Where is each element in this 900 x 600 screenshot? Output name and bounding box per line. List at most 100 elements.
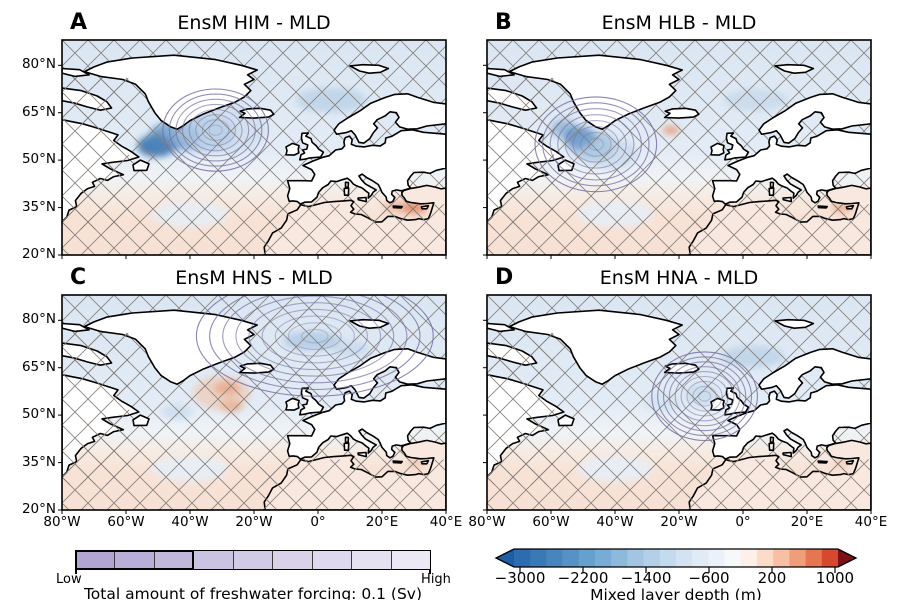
panel-header: C EnsM HNS - MLD (62, 263, 446, 293)
panel-title: EnsM HLB - MLD (601, 12, 757, 34)
lon-tick-label: 40°E (429, 514, 463, 530)
forcing-colorbar (75, 550, 431, 570)
mld-colorbar-segment (724, 549, 742, 567)
hatching-north-america (487, 332, 555, 485)
lon-tick-label: 20°E (790, 514, 824, 530)
lon-tick-label: 60°W (532, 514, 570, 530)
coastline-sardinia (343, 442, 350, 451)
coastline-corsica (344, 181, 350, 189)
lon-tick-label: 80°W (468, 514, 506, 530)
mld-colorbar-segment (530, 549, 547, 567)
mld-colorbar-segment (611, 549, 628, 567)
mld-colorbar-tick-label: 1000 (815, 569, 855, 587)
panel-letter: A (70, 10, 88, 35)
coastline-ireland (285, 397, 300, 411)
coastline-fennoscandia (758, 93, 871, 144)
lat-tick-label: 20°N (21, 246, 56, 262)
panel-letter: B (495, 10, 512, 35)
mld-colorbar-segment (805, 549, 823, 567)
panel-letter: C (70, 265, 87, 290)
mld-colorbar-segment (627, 549, 644, 567)
mld-colorbar-tick-label: −3000 (494, 569, 546, 587)
mld-colorbar-tick-label: −1400 (620, 569, 672, 587)
coastline-sicily (782, 451, 793, 458)
coastline-sardinia (768, 187, 775, 196)
lon-tick-label: 40°W (596, 514, 634, 530)
hatching-africa (685, 204, 871, 255)
mld-colorbar-segment (643, 549, 661, 567)
coastline-uk (299, 132, 325, 161)
mld-colorbar-tick-label: 200 (757, 569, 787, 587)
lat-tick-label: 20°N (21, 501, 56, 517)
mld-colorbar-segment (578, 549, 596, 567)
coastline-corsica (344, 436, 350, 444)
lon-tick-label: 20°W (235, 514, 273, 530)
lon-tick-label: 40°W (171, 514, 209, 530)
axis-ticks (58, 319, 447, 514)
axis-ticks (483, 64, 872, 259)
coastline-ireland (710, 142, 725, 156)
forcing-colorbar-segment (352, 551, 392, 569)
lat-tick-label: 35°N (21, 198, 56, 215)
mld-colorbar-segment (659, 549, 677, 567)
coastline-iceland (238, 362, 275, 374)
lon-tick-label: 0° (735, 514, 751, 530)
hatching-north-america (487, 77, 555, 230)
coastline-svalbard (774, 63, 815, 74)
freshwater-forcing-rings (162, 88, 269, 172)
coastline-fennoscandia (333, 93, 446, 144)
coastline-svalbard (349, 63, 390, 74)
coastline-europe (286, 129, 446, 205)
mld-colorbar (494, 548, 858, 573)
lon-tick-label: 40°E (854, 514, 888, 530)
axis-ticks (58, 64, 447, 259)
mld-colorbar-title: Mixed layer depth (m) (590, 586, 762, 600)
forcing-colorbar-segment (273, 551, 313, 569)
lat-tick-label: 35°N (21, 453, 56, 470)
map-svg (483, 39, 872, 259)
coastline-svalbard (774, 318, 815, 329)
forcing-colorbar-segment (194, 551, 234, 569)
panel-title: EnsM HIM - MLD (177, 12, 331, 34)
forcing-colorbar-title: Total amount of freshwater forcing: 0.1 … (83, 585, 423, 600)
coastline-sardinia (343, 187, 350, 196)
coastline-sicily (782, 196, 793, 203)
mld-colorbar-segment (708, 549, 725, 567)
hatching-north-america (62, 332, 130, 485)
lon-tick-label: 60°W (107, 514, 145, 530)
coastline-sicily (357, 196, 368, 203)
mld-colorbar-tick-label: −600 (688, 569, 730, 587)
mld-colorbar-segment (740, 549, 758, 567)
panel-title: EnsM HNA - MLD (599, 267, 759, 289)
freshwater-forcing-rings (534, 96, 658, 193)
coastline-greenland (508, 54, 683, 130)
mld-colorbar-segment (595, 549, 612, 567)
mld-colorbar-segment (773, 549, 790, 567)
forcing-high-label: High (421, 572, 451, 587)
coastline-corsica (769, 436, 775, 444)
panel-title: EnsM HNS - MLD (175, 267, 333, 289)
forcing-colorbar-segment (233, 551, 274, 569)
coastline-europe (286, 384, 446, 460)
mld-colorbar-tick-label: −2200 (557, 569, 609, 587)
map-panel-d: D EnsM HNA - MLD (483, 265, 872, 514)
coastline-greenland (83, 54, 258, 130)
coastline-greenland (83, 309, 258, 385)
mld-colorbar-segment (692, 549, 709, 567)
lon-tick-label: 20°E (365, 514, 399, 530)
mld-colorbar-segment (562, 549, 580, 567)
mld-colorbar-segment (676, 549, 693, 567)
hatching-north-america (62, 77, 130, 230)
coastline-fennoscandia (758, 348, 871, 399)
mld-colorbar-segment (546, 549, 563, 567)
hatching-africa (685, 459, 871, 510)
map-panel-c: C EnsM HNS - MLD (58, 265, 447, 514)
lat-tick-label: 50°N (21, 406, 56, 423)
coastline-newfoundland (132, 159, 150, 172)
forcing-colorbar-segment (115, 551, 155, 569)
map-svg (483, 294, 872, 514)
forcing-colorbar-tick (75, 569, 77, 574)
map-svg (58, 294, 447, 514)
coastline-sardinia (768, 442, 775, 451)
